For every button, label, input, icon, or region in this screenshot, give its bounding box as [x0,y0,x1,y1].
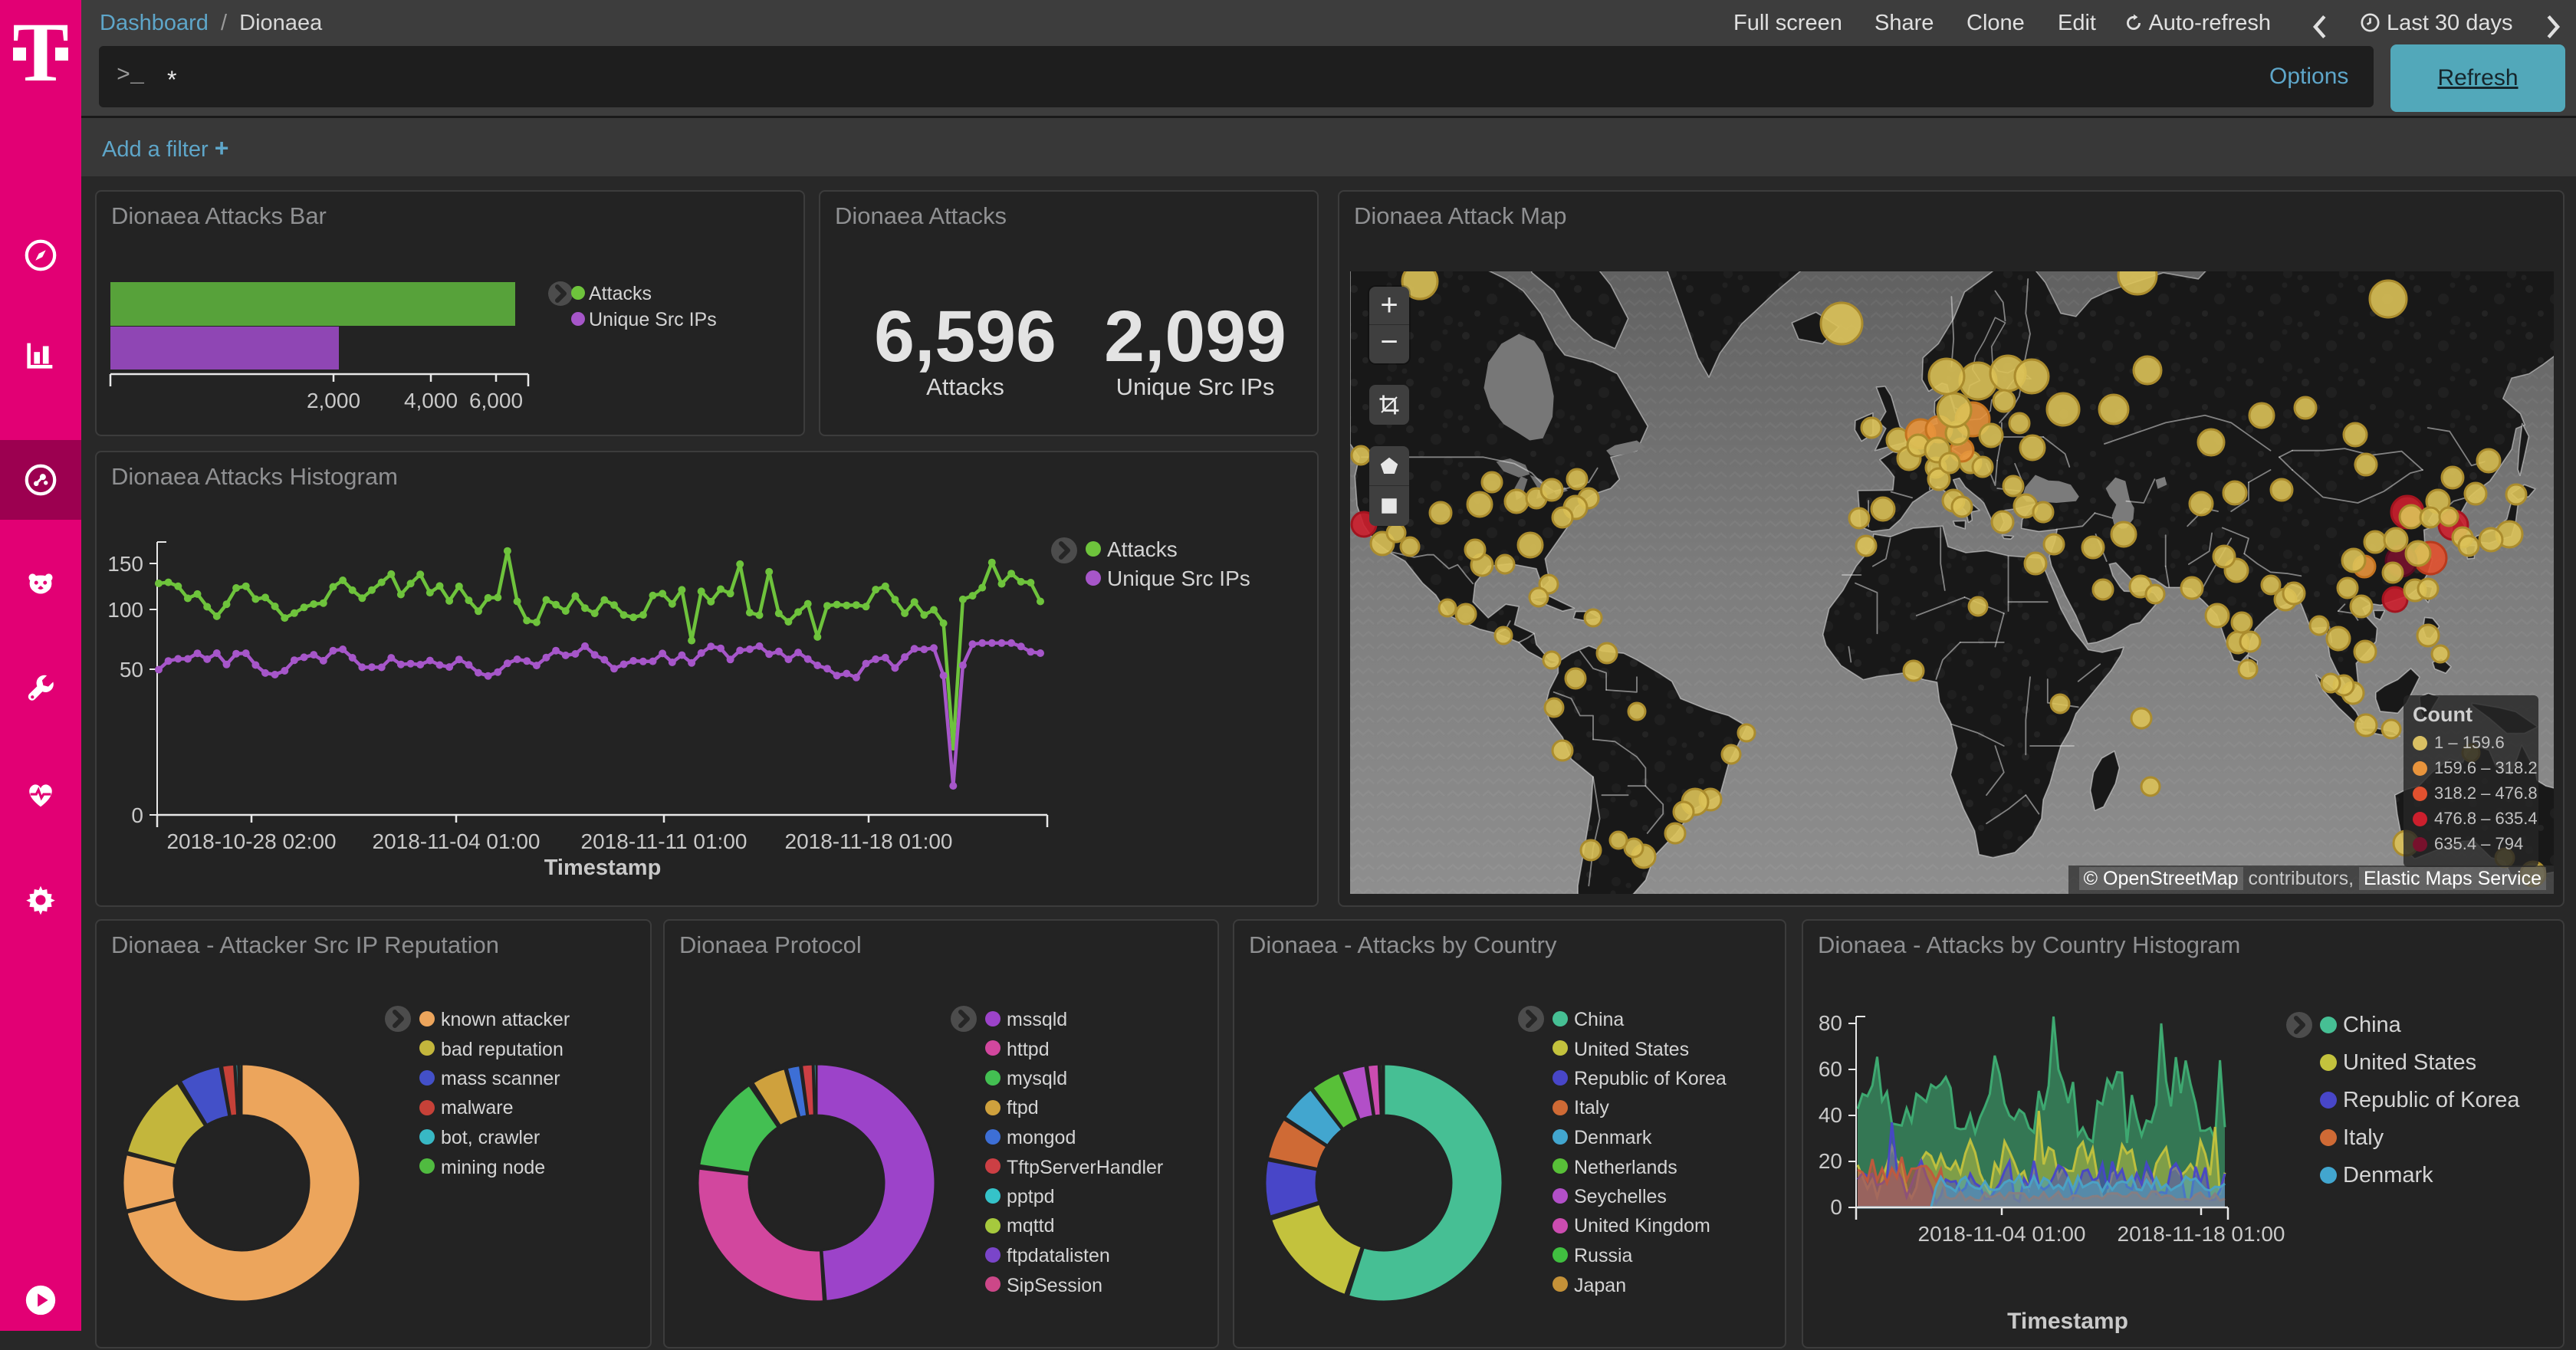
svg-text:malware: malware [441,1097,513,1118]
svg-text:United States: United States [2343,1050,2476,1075]
svg-text:Timestamp: Timestamp [544,856,662,880]
svg-text:60: 60 [1819,1057,1842,1081]
svg-text:Unique Src IPs: Unique Src IPs [589,309,717,330]
svg-text:United States: United States [1574,1039,1689,1060]
svg-text:SipSession: SipSession [1007,1275,1102,1296]
svg-text:mass scanner: mass scanner [441,1068,560,1089]
svg-text:known attacker: known attacker [441,1009,570,1030]
svg-text:150: 150 [107,552,143,576]
svg-text:2,000: 2,000 [307,389,360,412]
svg-text:Republic of Korea: Republic of Korea [1574,1068,1727,1089]
svg-text:ftpdatalisten: ftpdatalisten [1007,1245,1110,1266]
svg-text:bad reputation: bad reputation [441,1039,564,1060]
svg-text:4,000: 4,000 [404,389,458,412]
svg-text:20: 20 [1819,1149,1842,1173]
svg-text:2018-11-11 01:00: 2018-11-11 01:00 [581,829,748,853]
svg-text:100: 100 [107,598,143,622]
svg-text:2018-11-18 01:00: 2018-11-18 01:00 [785,829,953,853]
svg-text:Netherlands: Netherlands [1574,1157,1677,1178]
svg-text:Republic of Korea: Republic of Korea [2343,1088,2520,1112]
svg-text:Denmark: Denmark [1574,1127,1652,1148]
svg-text:China: China [2343,1013,2402,1037]
svg-text:2018-11-18 01:00: 2018-11-18 01:00 [2118,1222,2285,1246]
svg-text:40: 40 [1819,1103,1842,1127]
svg-text:Russia: Russia [1574,1245,1633,1266]
svg-text:2018-11-04 01:00: 2018-11-04 01:00 [373,829,540,853]
svg-text:2018-11-04 01:00: 2018-11-04 01:00 [1918,1222,2086,1246]
svg-text:mysqld: mysqld [1007,1068,1067,1089]
svg-text:Italy: Italy [2343,1125,2384,1150]
svg-text:mqttd: mqttd [1007,1215,1055,1237]
svg-text:Unique Src IPs: Unique Src IPs [1107,567,1250,590]
svg-text:Italy: Italy [1574,1097,1609,1118]
svg-text:50: 50 [120,658,143,682]
svg-text:Denmark: Denmark [2343,1163,2433,1187]
svg-text:Attacks: Attacks [589,283,652,304]
svg-text:2018-10-28 02:00: 2018-10-28 02:00 [166,829,336,853]
svg-text:0: 0 [131,803,143,827]
svg-text:China: China [1574,1009,1624,1030]
svg-text:httpd: httpd [1007,1039,1050,1060]
svg-text:Timestamp: Timestamp [2007,1309,2128,1334]
svg-text:6,000: 6,000 [469,389,523,412]
svg-text:TftpServerHandler: TftpServerHandler [1007,1157,1163,1178]
svg-text:pptpd: pptpd [1007,1186,1055,1207]
svg-text:mongod: mongod [1007,1127,1076,1148]
svg-text:ftpd: ftpd [1007,1097,1039,1118]
svg-text:mining node: mining node [441,1157,545,1178]
svg-text:80: 80 [1819,1011,1842,1035]
svg-text:bot, crawler: bot, crawler [441,1127,540,1148]
svg-text:Seychelles: Seychelles [1574,1186,1667,1207]
svg-text:Japan: Japan [1574,1275,1626,1296]
svg-text:Attacks: Attacks [1107,537,1178,561]
svg-text:mssqld: mssqld [1007,1009,1067,1030]
svg-text:United Kingdom: United Kingdom [1574,1215,1710,1237]
svg-text:0: 0 [1830,1195,1842,1219]
